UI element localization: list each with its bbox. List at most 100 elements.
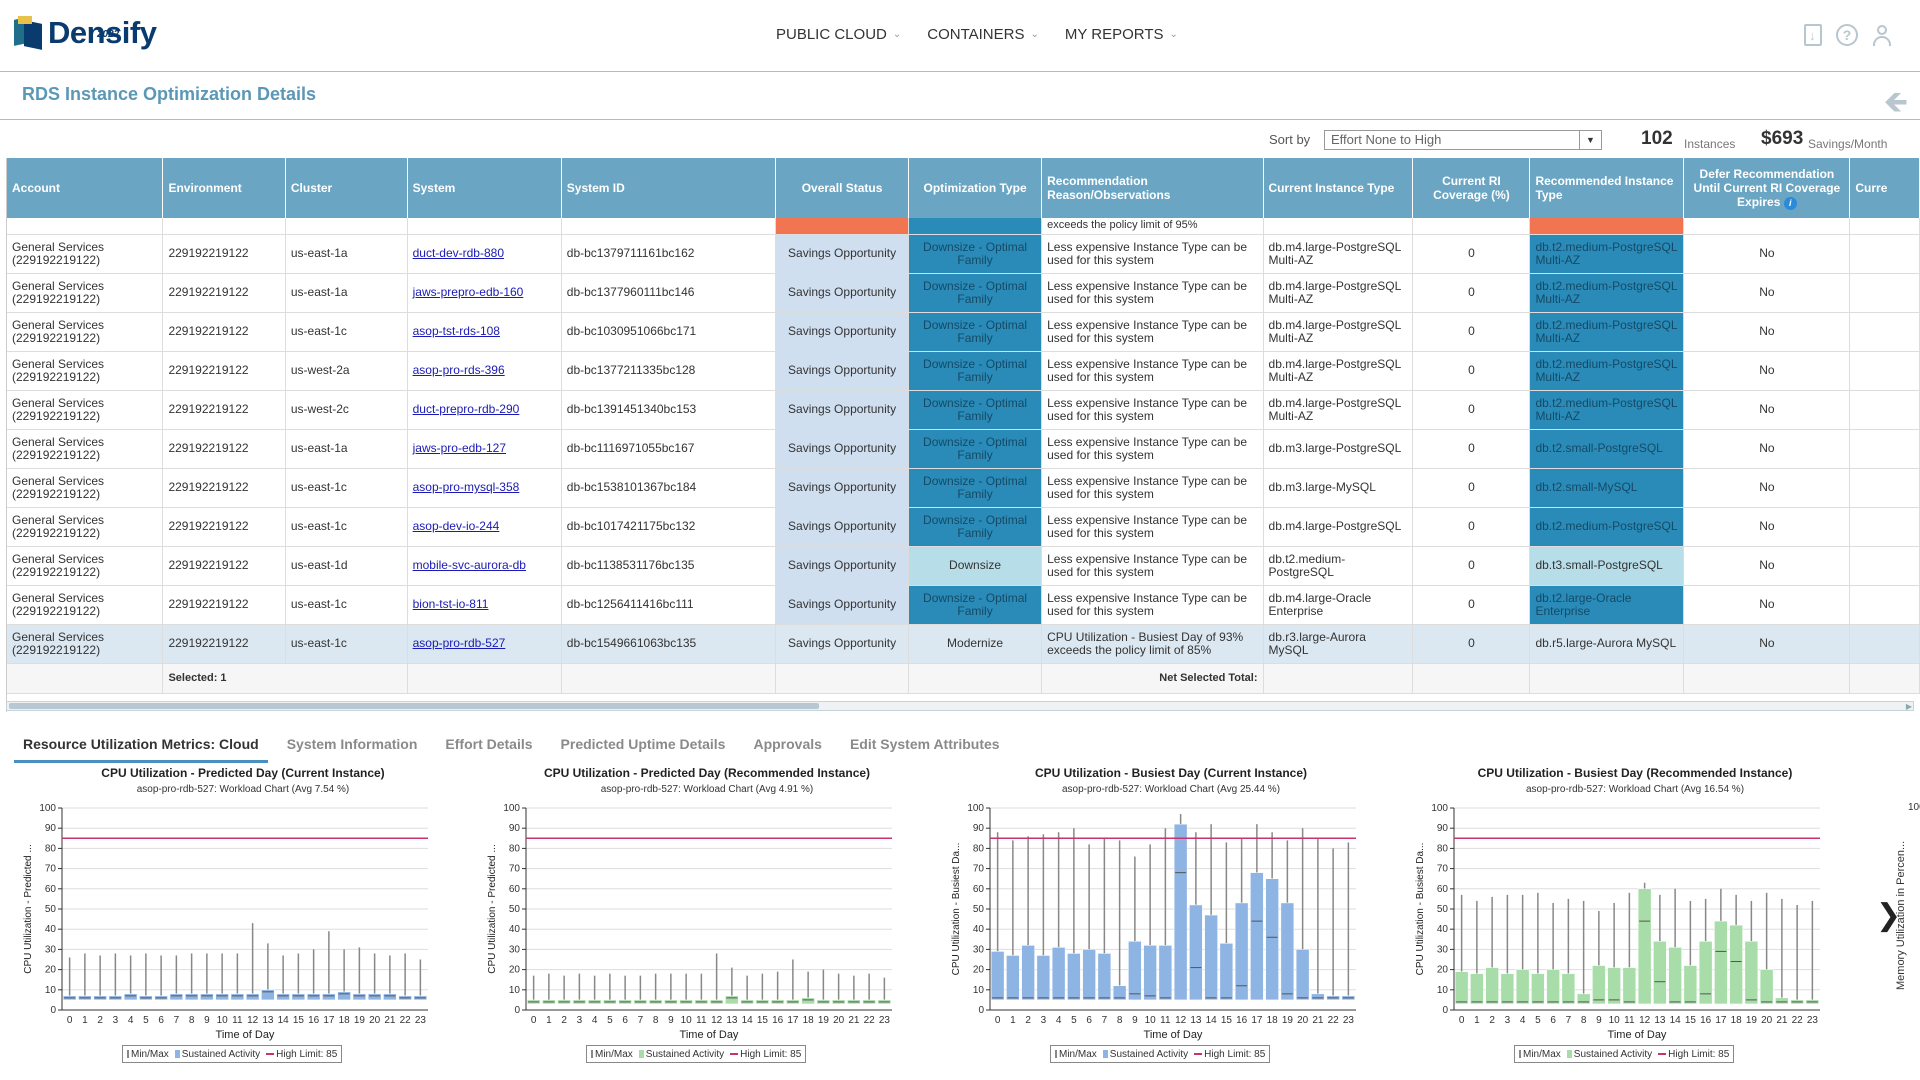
user-icon[interactable] xyxy=(1872,24,1892,46)
legend-minmax[interactable]: Min/Max xyxy=(1055,1049,1097,1060)
table-row[interactable]: General Services (229192219122) 229192219… xyxy=(7,351,1920,391)
legend-high-limit[interactable]: High Limit: 85 xyxy=(1658,1049,1729,1060)
current-partial-cell xyxy=(1849,351,1920,391)
table-row[interactable]: General Services (229192219122) 229192219… xyxy=(7,585,1920,625)
info-icon[interactable]: i xyxy=(1783,196,1797,210)
legend-minmax[interactable]: Min/Max xyxy=(591,1049,633,1060)
sort-select[interactable]: Effort None to High ▼ xyxy=(1324,130,1602,150)
optimization-table-container[interactable]: Account Environment Cluster System Syste… xyxy=(6,158,1920,712)
cluster-cell: us-west-2c xyxy=(285,390,408,430)
table-row[interactable]: General Services (229192219122) 229192219… xyxy=(7,390,1920,430)
sustained-box xyxy=(1698,941,1713,1005)
system-cell[interactable]: asop-pro-rds-396 xyxy=(407,351,562,391)
system-link[interactable]: asop-pro-mysql-358 xyxy=(412,480,520,494)
system-cell[interactable]: duct-dev-rdb-880 xyxy=(407,234,562,274)
reason-cell: Less expensive Instance Type can be used… xyxy=(1041,429,1264,469)
table-row[interactable]: General Services (229192219122) 229192219… xyxy=(7,312,1920,352)
legend-sustained[interactable]: Sustained Activity xyxy=(1102,1049,1188,1060)
tab-predicted-uptime[interactable]: Predicted Uptime Details xyxy=(560,736,726,752)
system-cell[interactable]: bion-tst-io-811 xyxy=(407,585,562,625)
legend-minmax[interactable]: Min/Max xyxy=(1519,1049,1561,1060)
system-cell[interactable]: asop-tst-rds-108 xyxy=(407,312,562,352)
legend-high-limit[interactable]: High Limit: 85 xyxy=(266,1049,337,1060)
table-row[interactable]: General Services (229192219122) 229192219… xyxy=(7,234,1920,274)
help-icon[interactable]: ? xyxy=(1836,24,1858,46)
col-defer-recommendation[interactable]: Defer Recommendation Until Current RI Co… xyxy=(1683,158,1851,218)
table-row[interactable]: General Services (229192219122) 229192219… xyxy=(7,468,1920,508)
tab-resource-utilization[interactable]: Resource Utilization Metrics: Cloud xyxy=(14,732,268,763)
legend-high-limit[interactable]: High Limit: 85 xyxy=(1194,1049,1265,1060)
table-row[interactable]: General Services (229192219122) 229192219… xyxy=(7,624,1920,664)
col-current-ri-coverage[interactable]: Current RI Coverage (%) xyxy=(1412,158,1531,218)
next-chart-chevron-icon[interactable]: ❯ xyxy=(1876,899,1902,932)
system-cell[interactable]: duct-prepro-rdb-290 xyxy=(407,390,562,430)
col-recommendation-reason[interactable]: Recommendation Reason/Observations xyxy=(1041,158,1264,218)
scrollbar-thumb[interactable] xyxy=(9,703,819,709)
tab-approvals[interactable]: Approvals xyxy=(753,736,822,752)
system-cell[interactable]: jaws-prepro-edb-160 xyxy=(407,273,562,313)
table-row[interactable]: General Services (229192219122) 229192219… xyxy=(7,273,1920,313)
system-link[interactable]: jaws-pro-edb-127 xyxy=(412,441,506,455)
system-link[interactable]: bion-tst-io-811 xyxy=(412,597,489,611)
y-tick-label: 80 xyxy=(509,843,521,854)
system-cell[interactable]: asop-pro-rdb-527 xyxy=(407,624,562,664)
system-link[interactable]: asop-tst-rds-108 xyxy=(412,324,500,338)
sustained-box xyxy=(200,993,214,1001)
x-tick-label: 20 xyxy=(833,1015,845,1026)
system-link[interactable]: asop-pro-rds-396 xyxy=(412,363,505,377)
col-optimization-type[interactable]: Optimization Type xyxy=(908,158,1043,218)
col-system[interactable]: System xyxy=(407,158,562,218)
col-system-id[interactable]: System ID xyxy=(561,158,777,218)
table-row[interactable]: General Services (229192219122) 229192219… xyxy=(7,507,1920,547)
col-current-partial[interactable]: Curre xyxy=(1849,158,1920,218)
system-cell[interactable]: mobile-svc-aurora-db xyxy=(407,546,562,586)
col-cluster[interactable]: Cluster xyxy=(285,158,408,218)
nav-containers[interactable]: CONTAINERS ⌄ xyxy=(927,26,1039,43)
legend-sustained[interactable]: Sustained Activity xyxy=(1566,1049,1652,1060)
y-tick-label: 100 xyxy=(503,803,520,814)
legend-sustained[interactable]: Sustained Activity xyxy=(638,1049,724,1060)
col-recommended-instance-type[interactable]: Recommended Instance Type xyxy=(1529,158,1685,218)
tab-edit-system-attributes[interactable]: Edit System Attributes xyxy=(849,736,1000,752)
x-tick-label: 0 xyxy=(1459,1015,1465,1026)
system-cell[interactable]: asop-dev-io-244 xyxy=(407,507,562,547)
nav-public-cloud[interactable]: PUBLIC CLOUD ⌄ xyxy=(776,26,901,43)
tab-system-information[interactable]: System Information xyxy=(286,736,418,752)
back-arrow-icon[interactable]: 🡸 xyxy=(1883,86,1908,119)
system-link[interactable]: asop-dev-io-244 xyxy=(412,519,500,533)
system-link[interactable]: mobile-svc-aurora-db xyxy=(412,558,526,572)
y-tick-label: 80 xyxy=(1437,843,1449,854)
legend-sustained[interactable]: Sustained Activity xyxy=(174,1049,260,1060)
system-id-cell: db-bc1377211335bc128 xyxy=(561,351,777,391)
x-tick-label: 10 xyxy=(1609,1015,1621,1026)
x-tick-label: 14 xyxy=(1670,1015,1682,1026)
status-cell: Savings Opportunity xyxy=(775,234,910,274)
sustained-box xyxy=(1082,949,1096,1001)
system-link[interactable]: duct-dev-rdb-880 xyxy=(412,246,504,260)
col-environment[interactable]: Environment xyxy=(162,158,286,218)
nav-my-reports[interactable]: MY REPORTS ⌄ xyxy=(1065,26,1178,43)
account-cell: General Services (229192219122) xyxy=(7,585,164,625)
optimization-type-cell: Downsize - Optimal Family xyxy=(908,351,1043,391)
horizontal-scrollbar[interactable]: ▶ xyxy=(6,701,1914,711)
col-account[interactable]: Account xyxy=(7,158,164,218)
scroll-right-icon[interactable]: ▶ xyxy=(1905,702,1912,711)
col-overall-status[interactable]: Overall Status xyxy=(775,158,910,218)
tab-effort-details[interactable]: Effort Details xyxy=(445,736,533,752)
system-cell[interactable]: jaws-pro-edb-127 xyxy=(407,429,562,469)
sustained-box xyxy=(1021,945,1035,1001)
dropdown-arrow-icon[interactable]: ▼ xyxy=(1579,131,1601,149)
table-row[interactable]: General Services (229192219122) 229192219… xyxy=(7,429,1920,469)
system-link[interactable]: duct-prepro-rdb-290 xyxy=(412,402,520,416)
current-type-cell: db.m3.large-MySQL xyxy=(1263,468,1414,508)
densify-logo[interactable]: Densify xyxy=(14,16,157,56)
system-link[interactable]: asop-pro-rdb-527 xyxy=(412,636,506,650)
table-row[interactable]: General Services (229192219122) 229192219… xyxy=(7,546,1920,586)
legend-high-limit[interactable]: High Limit: 85 xyxy=(730,1049,801,1060)
download-report-icon[interactable] xyxy=(1804,24,1822,47)
optimization-type-cell: Downsize - Optimal Family xyxy=(908,585,1043,625)
legend-minmax[interactable]: Min/Max xyxy=(127,1049,169,1060)
system-cell[interactable]: asop-pro-mysql-358 xyxy=(407,468,562,508)
system-link[interactable]: jaws-prepro-edb-160 xyxy=(412,285,524,299)
col-current-instance-type[interactable]: Current Instance Type xyxy=(1263,158,1414,218)
